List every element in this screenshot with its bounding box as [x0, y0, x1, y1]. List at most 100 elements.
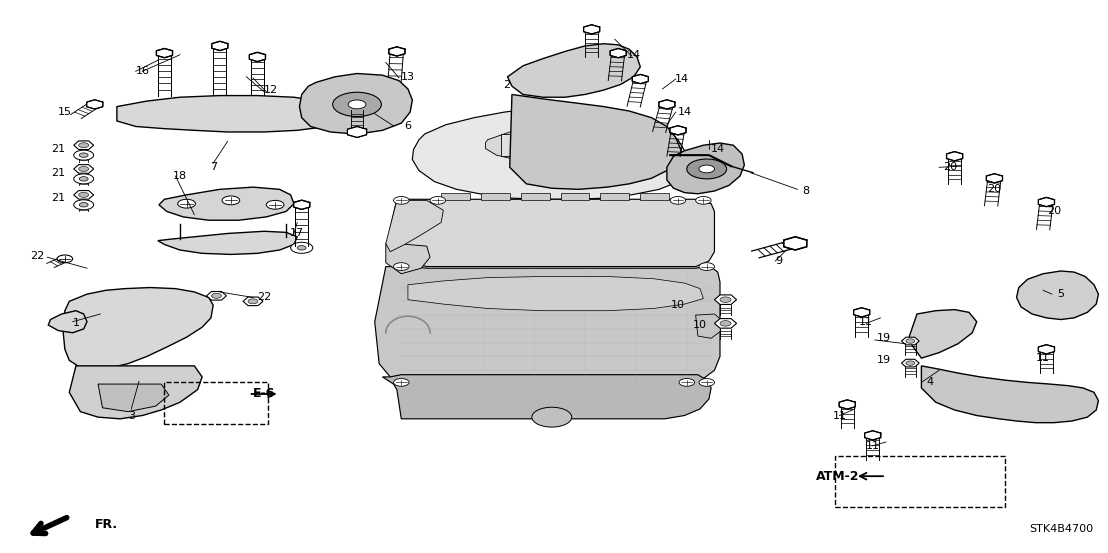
Circle shape [177, 199, 195, 208]
Polygon shape [212, 41, 228, 50]
Circle shape [348, 100, 366, 109]
Circle shape [79, 143, 89, 148]
Circle shape [393, 379, 409, 387]
Text: 19: 19 [876, 333, 891, 343]
Circle shape [532, 407, 572, 427]
Text: 11: 11 [865, 441, 880, 451]
Text: 1: 1 [72, 319, 80, 328]
Circle shape [906, 361, 915, 366]
Circle shape [74, 150, 94, 160]
Circle shape [266, 200, 284, 209]
Circle shape [74, 174, 94, 184]
Polygon shape [375, 265, 720, 388]
Bar [601, 192, 629, 200]
Text: 21: 21 [51, 144, 65, 154]
Polygon shape [49, 311, 88, 333]
Text: 12: 12 [264, 85, 278, 95]
Text: 20: 20 [1047, 206, 1061, 216]
Bar [481, 192, 510, 200]
Polygon shape [408, 276, 704, 311]
Polygon shape [389, 47, 404, 56]
Polygon shape [157, 231, 297, 254]
Polygon shape [611, 49, 626, 58]
Text: 16: 16 [135, 66, 150, 76]
Text: 4: 4 [926, 377, 934, 388]
Text: 3: 3 [127, 410, 135, 420]
Polygon shape [116, 96, 346, 132]
Polygon shape [909, 310, 977, 358]
Polygon shape [206, 291, 226, 300]
Text: 14: 14 [675, 74, 689, 84]
Polygon shape [902, 359, 920, 367]
Circle shape [58, 255, 73, 263]
Polygon shape [70, 366, 202, 419]
Polygon shape [715, 295, 737, 305]
Text: 18: 18 [173, 171, 187, 181]
Polygon shape [1038, 345, 1055, 354]
Polygon shape [510, 95, 681, 189]
Polygon shape [783, 237, 807, 250]
Circle shape [80, 176, 89, 181]
Polygon shape [696, 314, 722, 338]
Bar [164, 383, 268, 424]
Circle shape [906, 339, 915, 343]
Text: 15: 15 [58, 107, 72, 117]
Text: 10: 10 [694, 320, 707, 330]
Polygon shape [412, 107, 687, 199]
Circle shape [430, 196, 445, 204]
Bar [521, 192, 550, 200]
Polygon shape [485, 122, 637, 162]
Text: 14: 14 [627, 50, 640, 60]
Bar [501, 134, 607, 156]
Bar [640, 192, 669, 200]
Polygon shape [74, 141, 94, 149]
Circle shape [699, 379, 715, 387]
Circle shape [79, 192, 89, 197]
Text: 11: 11 [859, 317, 873, 327]
Circle shape [80, 153, 89, 158]
Text: 9: 9 [776, 256, 782, 266]
Polygon shape [243, 297, 263, 306]
Polygon shape [390, 199, 715, 267]
Text: 5: 5 [1057, 289, 1065, 299]
Text: 22: 22 [257, 293, 271, 302]
Circle shape [720, 297, 731, 302]
Polygon shape [667, 143, 745, 194]
Bar [835, 456, 1005, 507]
Circle shape [297, 246, 306, 250]
Polygon shape [946, 152, 963, 161]
Polygon shape [158, 187, 294, 220]
Text: 19: 19 [876, 356, 891, 366]
Polygon shape [156, 49, 173, 58]
Polygon shape [386, 243, 430, 274]
Circle shape [248, 299, 258, 304]
Polygon shape [633, 75, 648, 84]
Circle shape [679, 379, 695, 387]
Polygon shape [986, 174, 1003, 183]
Circle shape [80, 202, 89, 207]
Circle shape [687, 159, 727, 179]
Text: 20: 20 [943, 162, 957, 173]
Text: 11: 11 [832, 410, 847, 420]
Text: 17: 17 [290, 228, 305, 238]
Text: 13: 13 [401, 72, 414, 82]
Polygon shape [715, 319, 737, 328]
Polygon shape [507, 44, 640, 97]
Text: 21: 21 [51, 193, 65, 203]
Polygon shape [63, 288, 213, 369]
Circle shape [699, 263, 715, 270]
Circle shape [393, 196, 409, 204]
Text: 2: 2 [503, 80, 510, 90]
Text: 10: 10 [671, 300, 685, 310]
Polygon shape [853, 307, 870, 317]
Polygon shape [382, 375, 711, 419]
Circle shape [393, 263, 409, 270]
Circle shape [720, 321, 731, 326]
Polygon shape [659, 100, 675, 109]
Polygon shape [902, 337, 920, 345]
Polygon shape [299, 74, 412, 134]
Text: 8: 8 [802, 186, 810, 196]
Text: 14: 14 [677, 107, 691, 117]
Polygon shape [922, 366, 1098, 422]
Polygon shape [74, 191, 94, 199]
